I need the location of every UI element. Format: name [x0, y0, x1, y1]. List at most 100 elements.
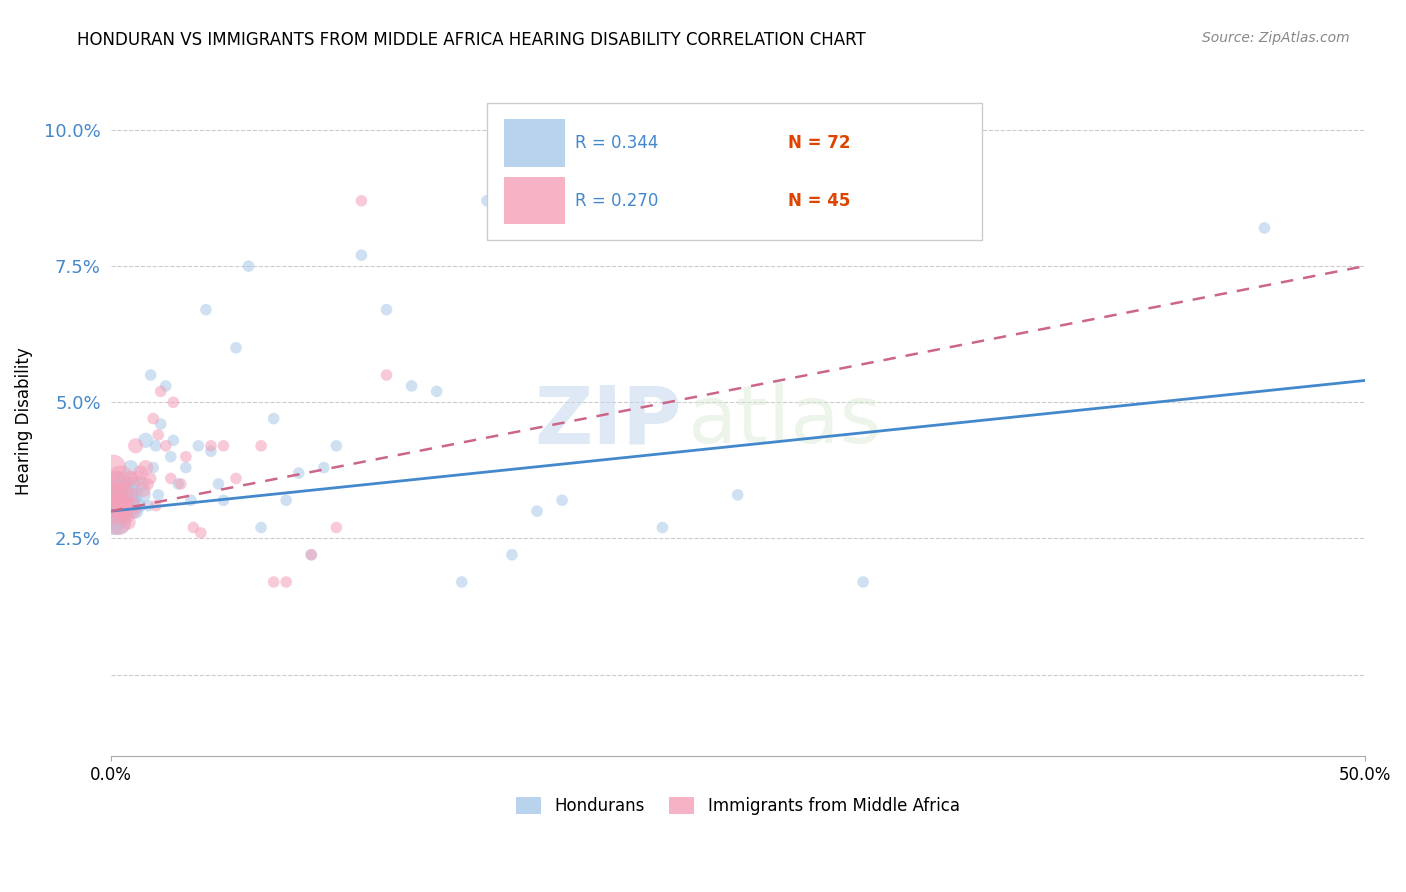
Point — [107, 515, 129, 529]
Point — [112, 499, 135, 513]
Point — [104, 504, 127, 518]
Point — [159, 471, 181, 485]
Point — [142, 460, 165, 475]
Point — [312, 460, 335, 475]
Point — [110, 504, 132, 518]
Point — [122, 499, 145, 513]
Point — [651, 520, 673, 534]
Point — [104, 509, 127, 524]
Point — [114, 493, 136, 508]
Point — [551, 493, 574, 508]
Point — [155, 379, 177, 393]
Point — [207, 477, 229, 491]
Point — [162, 395, 184, 409]
Point — [187, 439, 209, 453]
Point — [325, 439, 347, 453]
Point — [101, 504, 124, 518]
Point — [120, 471, 142, 485]
FancyBboxPatch shape — [505, 177, 565, 224]
Point — [180, 493, 202, 508]
Point — [276, 574, 298, 589]
Point — [148, 488, 170, 502]
Text: R = 0.270: R = 0.270 — [575, 192, 658, 210]
Point — [263, 574, 285, 589]
Point — [167, 477, 190, 491]
Point — [142, 411, 165, 425]
Point — [120, 488, 142, 502]
Point — [104, 499, 127, 513]
Point — [110, 493, 132, 508]
Point — [129, 477, 152, 491]
Point — [238, 259, 260, 273]
Point — [526, 504, 548, 518]
Point — [132, 483, 155, 497]
Text: atlas: atlas — [688, 383, 882, 460]
Point — [145, 439, 167, 453]
Point — [250, 439, 273, 453]
Point — [475, 194, 498, 208]
Point — [162, 434, 184, 448]
Point — [426, 384, 449, 399]
Point — [107, 515, 129, 529]
Point — [135, 434, 157, 448]
Text: N = 45: N = 45 — [787, 192, 851, 210]
Point — [145, 499, 167, 513]
Point — [212, 493, 235, 508]
Point — [110, 488, 132, 502]
Point — [112, 471, 135, 485]
Point — [122, 504, 145, 518]
Point — [299, 548, 322, 562]
FancyBboxPatch shape — [486, 103, 983, 241]
Point — [200, 439, 222, 453]
Point — [727, 488, 749, 502]
Point — [110, 483, 132, 497]
Point — [112, 493, 135, 508]
Point — [101, 460, 124, 475]
Point — [159, 450, 181, 464]
Point — [127, 499, 149, 513]
Point — [139, 471, 162, 485]
Point — [225, 341, 247, 355]
Text: N = 72: N = 72 — [787, 134, 851, 152]
Point — [120, 504, 142, 518]
Point — [170, 477, 193, 491]
Point — [110, 471, 132, 485]
Point — [114, 509, 136, 524]
Point — [136, 499, 159, 513]
Point — [107, 504, 129, 518]
Point — [132, 488, 155, 502]
Point — [299, 548, 322, 562]
Point — [117, 483, 139, 497]
Point — [276, 493, 298, 508]
Point — [450, 574, 472, 589]
Point — [117, 515, 139, 529]
Point — [401, 379, 423, 393]
Text: R = 0.344: R = 0.344 — [575, 134, 658, 152]
Point — [852, 574, 875, 589]
Text: Source: ZipAtlas.com: Source: ZipAtlas.com — [1202, 31, 1350, 45]
Point — [124, 439, 146, 453]
Point — [104, 477, 127, 491]
Point — [127, 471, 149, 485]
Point — [122, 477, 145, 491]
Point — [194, 302, 217, 317]
Point — [325, 520, 347, 534]
Point — [122, 493, 145, 508]
Point — [114, 499, 136, 513]
Point — [107, 488, 129, 502]
Point — [135, 460, 157, 475]
Point — [136, 477, 159, 491]
Point — [112, 509, 135, 524]
Point — [375, 302, 398, 317]
Point — [225, 471, 247, 485]
Point — [120, 488, 142, 502]
Point — [120, 460, 142, 475]
Point — [117, 499, 139, 513]
Point — [124, 504, 146, 518]
Point — [250, 520, 273, 534]
FancyBboxPatch shape — [505, 120, 565, 167]
Point — [174, 460, 197, 475]
Point — [155, 439, 177, 453]
Point — [149, 417, 172, 431]
Point — [350, 248, 373, 262]
